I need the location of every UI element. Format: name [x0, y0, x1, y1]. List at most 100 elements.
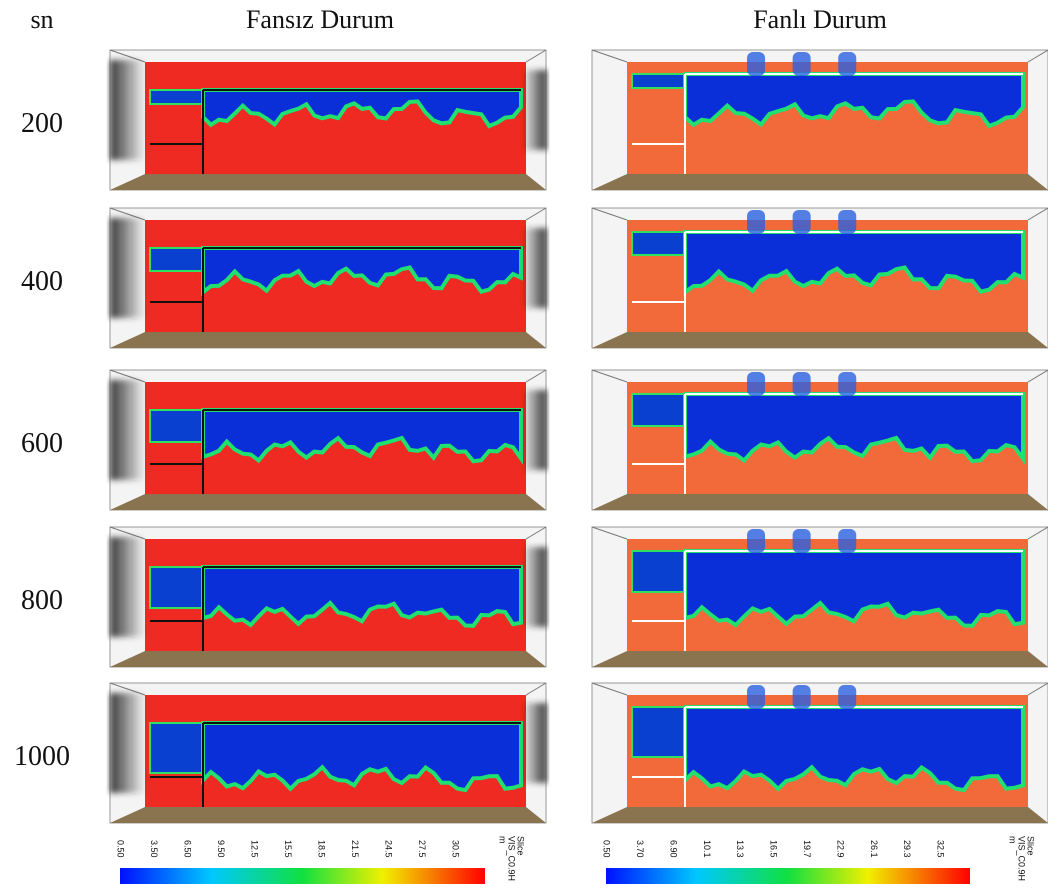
smoke-left	[110, 60, 145, 160]
row-label: 600	[21, 428, 63, 459]
smoke-layer	[683, 230, 1025, 296]
walls	[150, 89, 521, 174]
colorbar-tick-label: 27.5	[417, 840, 427, 858]
room-left	[149, 89, 203, 105]
colorbar-tick-label: 16.5	[769, 840, 779, 858]
floor	[110, 174, 546, 190]
smoke-left	[110, 537, 145, 637]
nofan-panel	[109, 526, 547, 668]
colorbar-tick-label: 32.5	[936, 840, 946, 858]
colorbar-tick-label: 0.50	[116, 840, 126, 858]
fan-jet	[838, 529, 857, 553]
floor	[592, 332, 1048, 348]
colorbar-tick-label: 19.7	[802, 840, 812, 858]
ceiling-lines	[591, 207, 1048, 221]
colorbar-tick-label: 26.1	[869, 840, 879, 858]
ceiling-lines	[591, 526, 1048, 540]
ceiling-lines	[591, 369, 1048, 383]
colorbar-tick-label: 3.70	[635, 840, 645, 858]
floor	[592, 174, 1048, 190]
room-left	[149, 566, 203, 609]
colorbar	[120, 868, 485, 884]
colorbar-tick-label: 18.5	[317, 840, 327, 858]
smoke-layer	[201, 88, 523, 129]
floor	[110, 807, 546, 823]
walls	[150, 409, 521, 494]
smoke-layer	[683, 705, 1025, 793]
smoke-layer	[201, 721, 523, 793]
floor	[592, 651, 1048, 667]
fan-jet	[747, 529, 766, 553]
fan-jet	[792, 685, 811, 709]
colorbar-tick-label: 29.3	[902, 840, 912, 858]
walls	[150, 722, 521, 807]
smoke-right	[522, 547, 547, 627]
room-left	[631, 73, 685, 89]
smoke-left	[110, 693, 145, 793]
colorbar-tick-label: 13.3	[735, 840, 745, 858]
smoke-left	[110, 380, 145, 480]
room-left	[149, 247, 203, 272]
colorbar-tick-label: 12.5	[250, 840, 260, 858]
fan-panel	[591, 369, 1048, 511]
fan-jet	[747, 52, 766, 76]
colorbar-tick-label: 21.5	[350, 840, 360, 858]
colorbar-tick-label: 10.1	[702, 840, 712, 858]
fan-panel	[591, 207, 1048, 349]
colorbar-caption: m	[498, 836, 508, 844]
colorbar-caption: m	[1008, 836, 1018, 844]
room-left	[631, 393, 685, 427]
floor	[110, 494, 546, 510]
fan-panel	[591, 49, 1048, 191]
row-label: 1000	[14, 741, 70, 772]
colorbar-tick-label: 9.50	[216, 840, 226, 858]
smoke-layer	[201, 408, 523, 465]
room-left	[149, 722, 203, 774]
smoke-layer	[683, 72, 1025, 129]
colorbar-caption: Slice	[1026, 836, 1036, 856]
walls	[150, 247, 521, 332]
left-title: Fansız Durum	[246, 5, 394, 34]
nofan-panel	[109, 49, 547, 191]
room-left	[149, 409, 203, 443]
row-label: 800	[21, 585, 63, 616]
row-label: 400	[21, 266, 63, 297]
fan-jet	[747, 210, 766, 234]
time-label: sn	[30, 5, 53, 34]
colorbar-tick-label: 22.9	[835, 840, 845, 858]
fan-jet	[792, 372, 811, 396]
fan-jet	[838, 372, 857, 396]
right-title: Fanlı Durum	[753, 5, 887, 34]
floor	[592, 807, 1048, 823]
smoke-left	[110, 218, 145, 318]
smoke-right	[522, 228, 547, 308]
ceiling-lines	[591, 49, 1048, 63]
colorbar	[606, 868, 970, 884]
smoke-layer	[201, 246, 523, 297]
fan-jet	[838, 210, 857, 234]
fan-jet	[747, 372, 766, 396]
fan-jet	[792, 210, 811, 234]
colorbar-tick-label: 30.5	[451, 840, 461, 858]
floor	[110, 651, 546, 667]
colorbar-caption: VIS_C0.9H	[507, 836, 517, 881]
colorbar-tick-label: 24.5	[384, 840, 394, 858]
smoke-layer	[201, 565, 523, 628]
room-left	[631, 706, 685, 758]
fan-jet	[747, 685, 766, 709]
row-label: 200	[21, 108, 63, 139]
colorbar-caption: VIS_C0.9H	[1017, 836, 1027, 881]
smoke-right	[522, 703, 547, 783]
room-left	[631, 550, 685, 593]
colorbar-tick-label: 6.50	[183, 840, 193, 858]
floor	[592, 494, 1048, 510]
smoke-layer	[683, 549, 1025, 628]
fan-jet	[792, 52, 811, 76]
colorbar-tick-label: 3.50	[149, 840, 159, 858]
colorbar-tick-label: 0.50	[602, 840, 612, 858]
smoke-right	[522, 70, 547, 150]
smoke-right	[522, 390, 547, 470]
smoke-layer	[683, 392, 1025, 465]
room-left	[631, 231, 685, 256]
fan-jet	[792, 529, 811, 553]
